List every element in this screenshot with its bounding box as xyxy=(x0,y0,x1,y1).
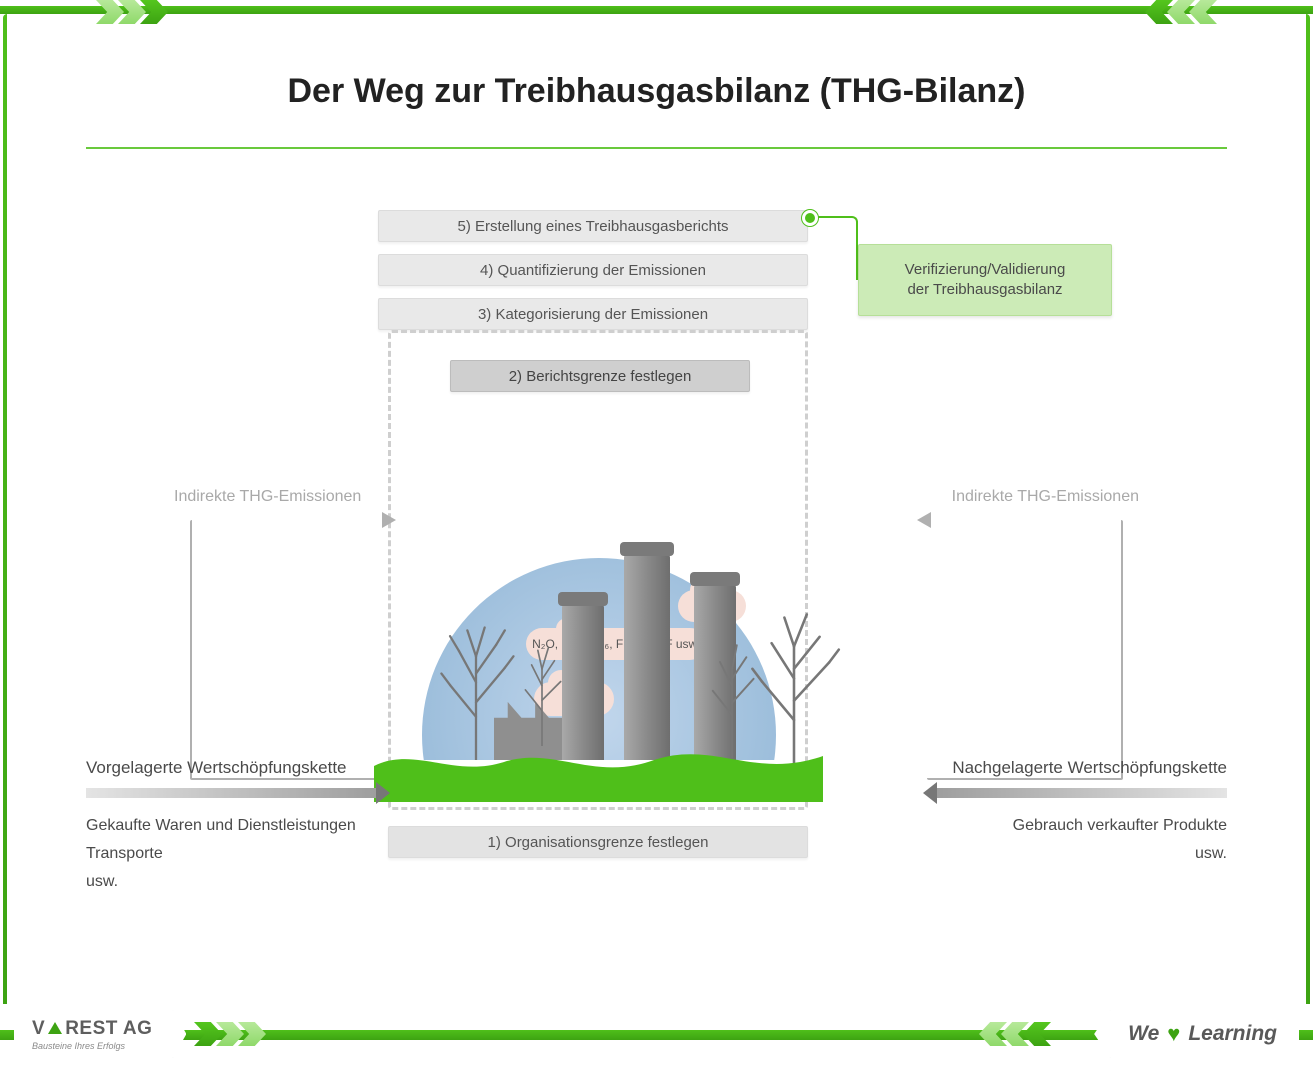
step-2-bar: 2) Berichtsgrenze festlegen xyxy=(450,360,750,392)
valuechain-right-line1: Gebrauch verkaufter Produkte xyxy=(1013,812,1227,840)
smokestack-b-icon xyxy=(624,552,670,760)
step-1-bar: 1) Organisationsgrenze festlegen xyxy=(388,826,808,858)
page-title: Der Weg zur Treibhausgasbilanz (THG-Bila… xyxy=(86,72,1227,111)
top-chevrons-left xyxy=(96,0,162,24)
step-4-bar: 4) Quantifizierung der Emissionen xyxy=(378,254,808,286)
indirect-elbow-left xyxy=(190,520,386,780)
valuechain-left-line1: Gekaufte Waren und Dienstleistungen xyxy=(86,812,356,840)
indirect-label-right: Indirekte THG-Emissionen xyxy=(952,488,1139,506)
footer-logo-right: We ♥ Learning xyxy=(1094,1010,1299,1058)
content-card: Der Weg zur Treibhausgasbilanz (THG-Bila… xyxy=(30,24,1283,988)
footer-logo-left: V REST AG Bausteine Ihres Erfolgs xyxy=(14,1010,186,1058)
verification-line2: der Treibhausgasbilanz xyxy=(907,280,1062,300)
step-5-bar: 5) Erstellung eines Treibhausgasberichts xyxy=(378,210,808,242)
indirect-arrowhead-left-icon xyxy=(382,512,396,528)
footer-chevrons-left xyxy=(194,1022,260,1046)
indirect-arrowhead-right-icon xyxy=(917,512,931,528)
brand-name: V REST AG xyxy=(32,1018,152,1040)
footer: V REST AG Bausteine Ihres Erfolgs We ♥ L… xyxy=(0,1004,1313,1068)
valuechain-list-left: Gekaufte Waren und Dienstleistungen Tran… xyxy=(86,812,356,896)
valuechain-arrow-downstream: Nachgelagerte Wertschöpfungskette xyxy=(923,788,1227,798)
valuechain-right-line2: usw. xyxy=(1013,840,1227,868)
title-divider xyxy=(86,147,1227,149)
valuechain-list-right: Gebrauch verkaufter Produkte usw. xyxy=(1013,812,1227,868)
step-3-bar: 3) Kategorisierung der Emissionen xyxy=(378,298,808,330)
side-border-right xyxy=(1306,14,1310,1004)
verification-box: Verifizierung/Validierung der Treibhausg… xyxy=(858,244,1112,316)
brand-post: REST AG xyxy=(65,1018,152,1040)
we-love-learning: We ♥ Learning xyxy=(1128,1021,1277,1047)
valuechain-left-line3: usw. xyxy=(86,868,356,896)
grass-icon xyxy=(374,732,823,802)
diagram-stage: 5) Erstellung eines Treibhausgasberichts… xyxy=(86,184,1227,964)
tree-2-icon xyxy=(511,642,573,746)
top-chevrons-right xyxy=(1151,0,1217,24)
brand-tagline: Bausteine Ihres Erfolgs xyxy=(32,1041,152,1051)
valuechain-arrow-upstream: Vorgelagerte Wertschöpfungskette xyxy=(86,788,390,798)
brand-pre: V xyxy=(32,1018,45,1040)
heart-icon: ♥ xyxy=(1167,1021,1180,1047)
footer-learning: Learning xyxy=(1188,1022,1277,1046)
verification-dot-icon xyxy=(802,210,818,226)
valuechain-caption-left: Vorgelagerte Wertschöpfungskette xyxy=(86,758,347,778)
ribbon-track xyxy=(0,6,1313,14)
indirect-label-left: Indirekte THG-Emissionen xyxy=(174,488,361,506)
footer-chevrons-right xyxy=(985,1022,1051,1046)
verification-line1: Verifizierung/Validierung xyxy=(905,260,1066,280)
indirect-arrow-right: Indirekte THG-Emissionen xyxy=(911,484,1187,784)
indirect-elbow-right xyxy=(927,520,1123,780)
indirect-arrow-left: Indirekte THG-Emissionen xyxy=(126,484,402,784)
verification-connector xyxy=(808,216,858,280)
footer-we: We xyxy=(1128,1022,1159,1046)
valuechain-left-line2: Transporte xyxy=(86,840,356,868)
side-border-left xyxy=(3,14,7,1004)
factory-illustration: CO₂ N₂O, NF₃, SF₆, FKW, PCF usw. CH₄ xyxy=(374,534,823,802)
brand-triangle-icon xyxy=(48,1022,62,1034)
valuechain-caption-right: Nachgelagerte Wertschöpfungskette xyxy=(952,758,1227,778)
